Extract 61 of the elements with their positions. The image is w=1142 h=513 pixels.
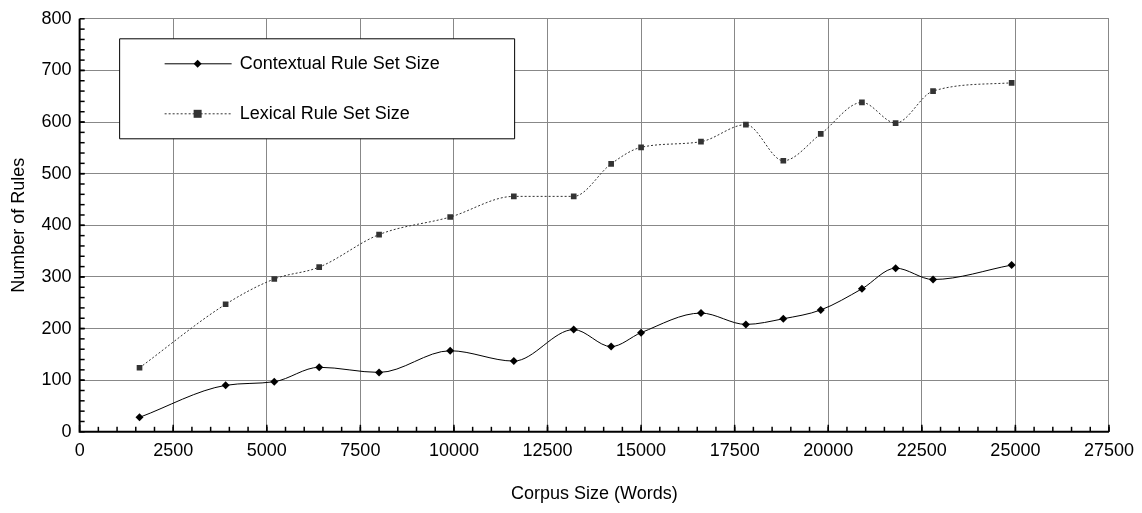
x-tick-label: 22500 — [896, 439, 947, 460]
x-tick-label: 10000 — [428, 439, 479, 460]
point — [816, 305, 825, 314]
y-tick-label: 500 — [41, 162, 72, 183]
point — [316, 264, 323, 270]
y-tick-label: 600 — [41, 111, 72, 132]
point — [569, 325, 578, 334]
point — [135, 413, 144, 422]
y-axis-title: Number of Rules — [7, 157, 28, 293]
point — [509, 357, 518, 366]
x-tick-label: 2500 — [153, 439, 194, 460]
point — [271, 276, 278, 282]
point — [376, 231, 382, 238]
point — [270, 377, 279, 386]
x-axis-title: Corpus Size (Words) — [510, 483, 678, 504]
x-tick-label: 17500 — [709, 439, 760, 460]
point — [698, 138, 704, 145]
point — [607, 342, 616, 351]
point — [743, 121, 749, 128]
x-tick-label: 15000 — [616, 439, 667, 460]
point — [638, 144, 644, 151]
x-tick-label: 12500 — [522, 439, 573, 460]
point — [780, 157, 787, 164]
y-tick-label: 200 — [41, 317, 72, 338]
point — [375, 368, 384, 377]
point — [570, 193, 577, 200]
point — [222, 301, 229, 308]
y-tick-label: 300 — [41, 265, 72, 286]
point — [446, 346, 455, 355]
point — [221, 381, 230, 390]
point — [817, 131, 824, 137]
point — [696, 309, 705, 318]
point — [608, 161, 614, 167]
point — [857, 284, 866, 293]
x-tick-label: 5000 — [246, 439, 287, 460]
x-tick-label: 25000 — [990, 439, 1041, 460]
point — [891, 264, 900, 273]
point — [1008, 79, 1015, 86]
point — [930, 88, 936, 94]
point — [929, 275, 938, 284]
x-tick-label: 0 — [74, 439, 85, 460]
point — [447, 214, 454, 220]
point — [741, 320, 750, 329]
legend-label: Contextual Rule Set Size — [239, 52, 440, 73]
x-tick-label: 20000 — [803, 439, 854, 460]
point — [859, 99, 865, 106]
point — [892, 120, 899, 126]
y-tick-label: 800 — [41, 7, 72, 28]
legend-label: Lexical Rule Set Size — [239, 102, 410, 123]
point — [315, 363, 324, 372]
point — [136, 364, 143, 371]
x-tick-label: 7500 — [340, 439, 381, 460]
point — [779, 314, 788, 323]
y-tick-label: 400 — [41, 214, 72, 235]
y-tick-label: 0 — [61, 420, 72, 441]
point — [637, 328, 646, 337]
x-tick-label: 27500 — [1083, 439, 1134, 460]
y-tick-label: 100 — [41, 369, 72, 390]
y-tick-label: 700 — [41, 59, 72, 80]
point — [1007, 261, 1016, 270]
point — [511, 193, 517, 200]
